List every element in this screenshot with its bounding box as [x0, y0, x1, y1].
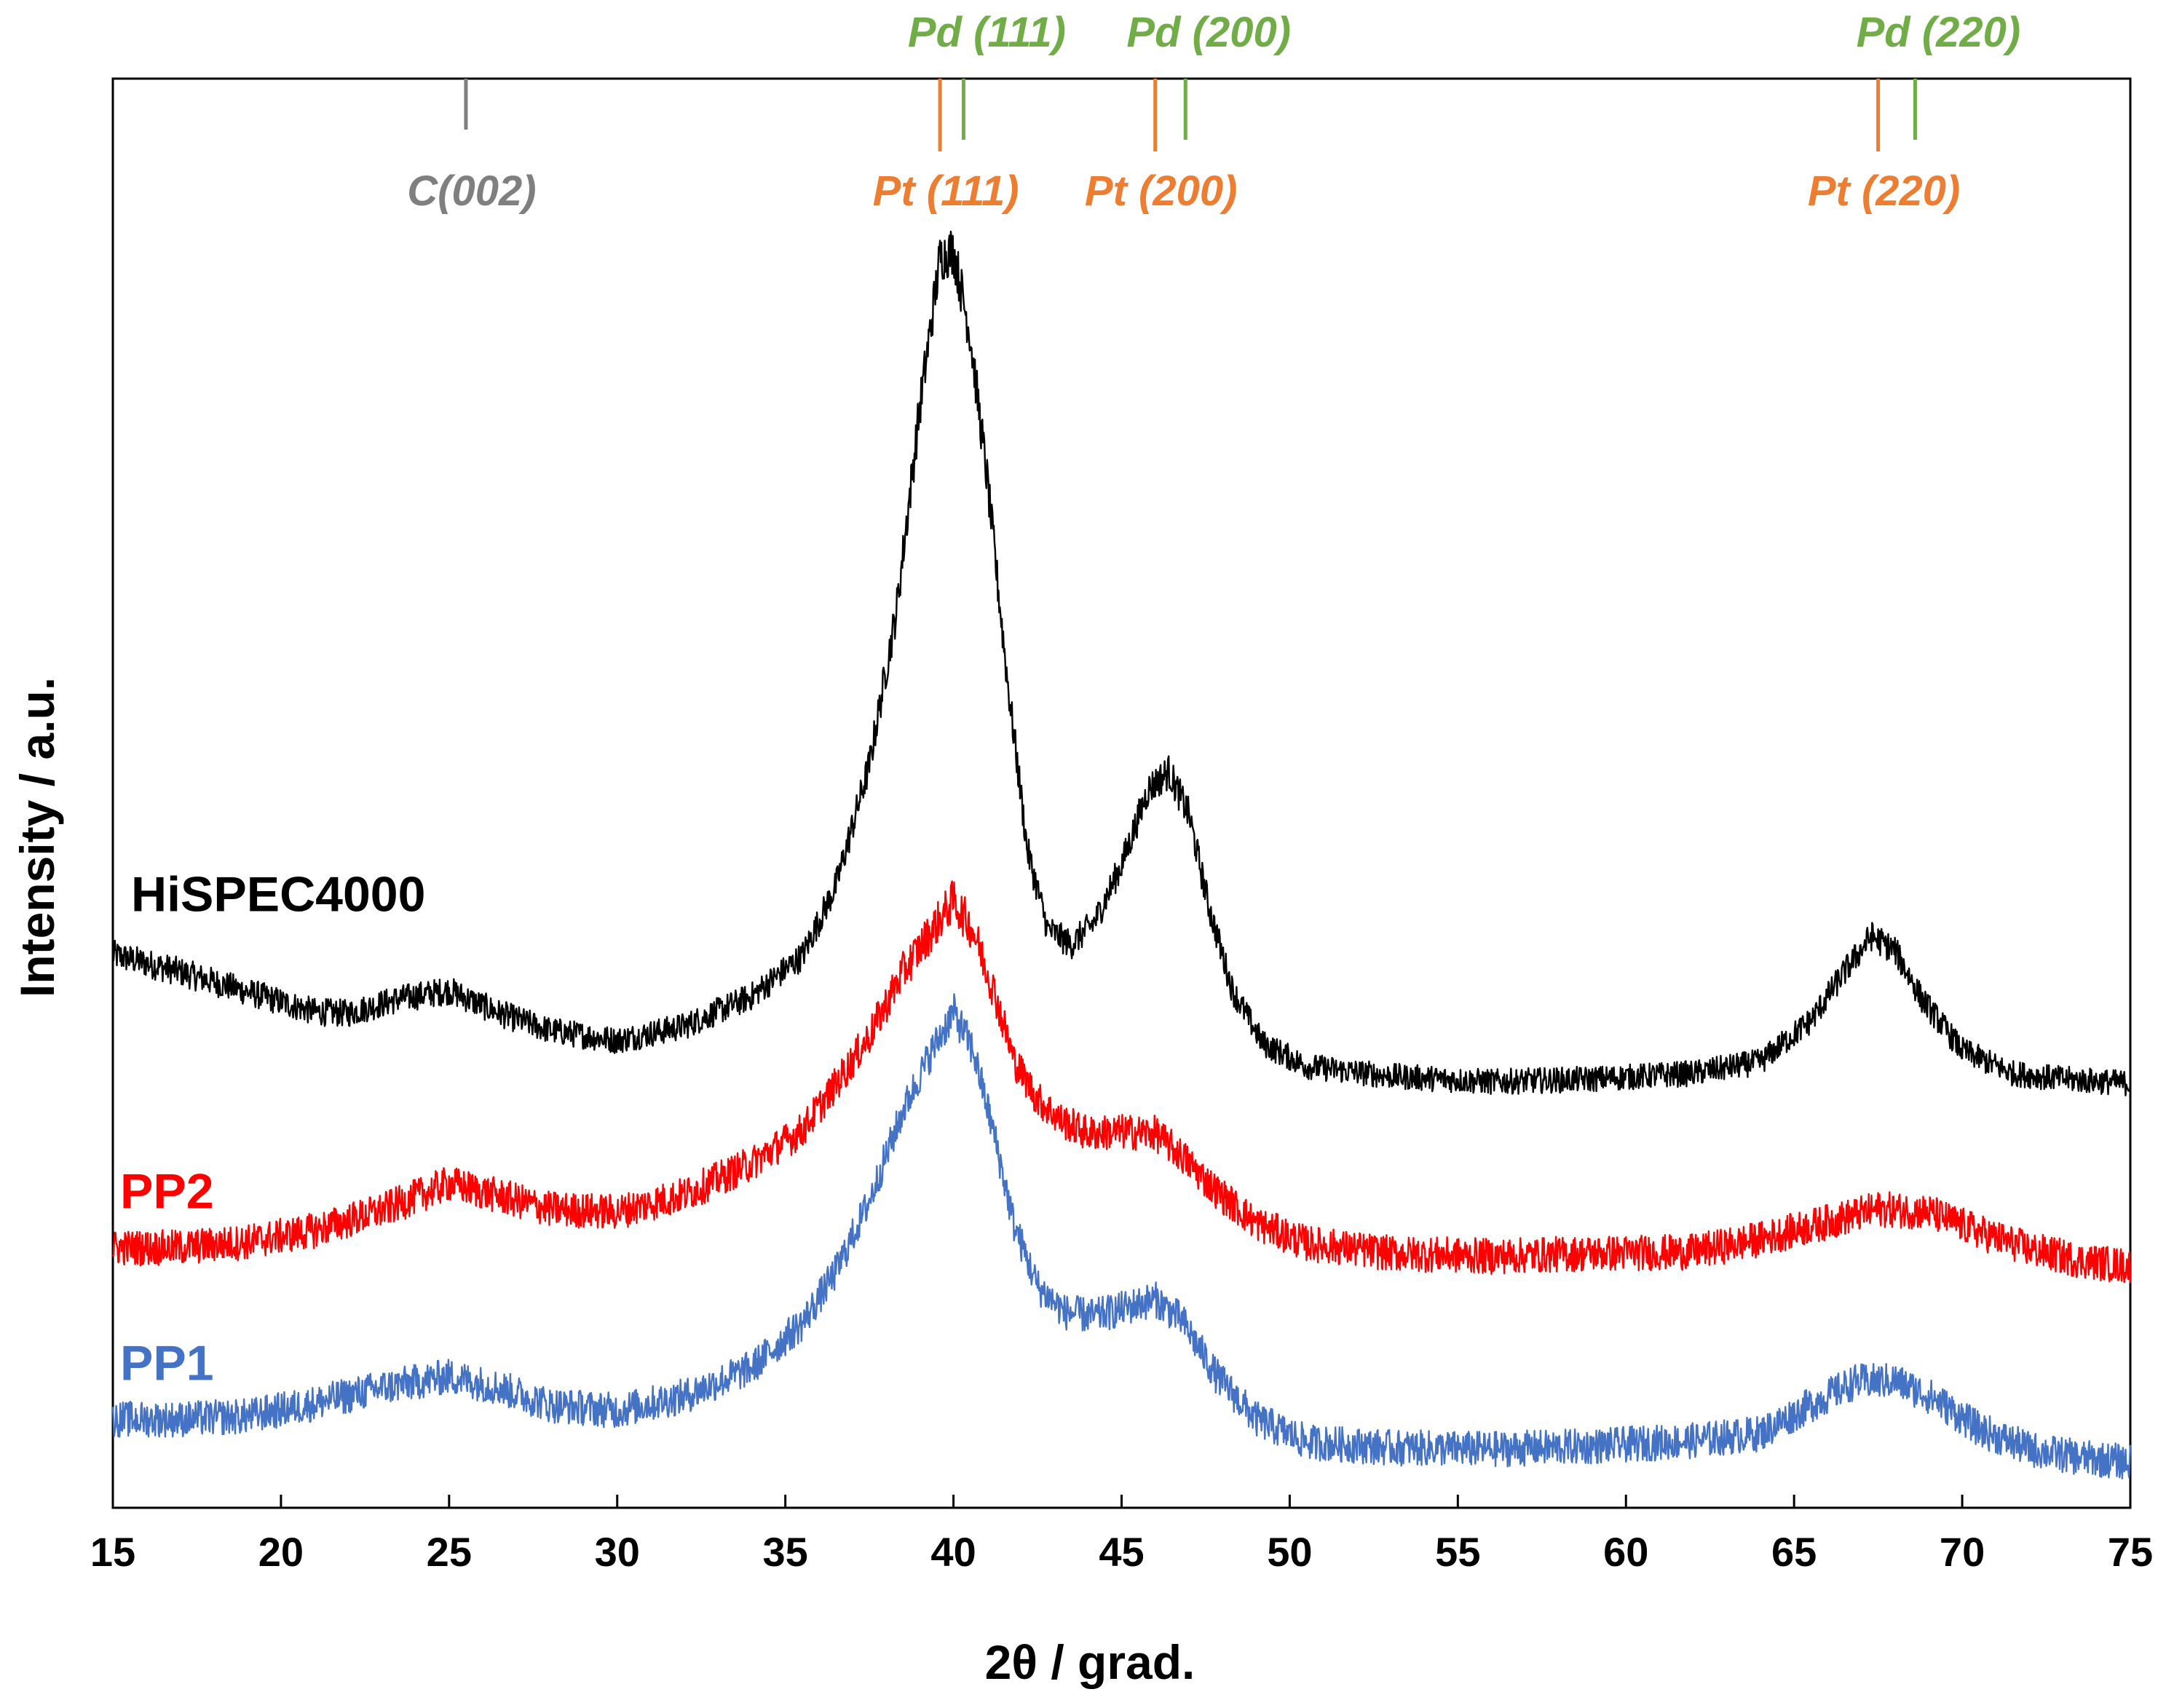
- series-label-pp2: PP2: [120, 1164, 214, 1219]
- x-tick-label: 15: [90, 1529, 135, 1575]
- series-label-hispec4000: HiSPEC4000: [131, 866, 425, 922]
- series-line-pp1: [111, 993, 2132, 1479]
- x-tick-label: 60: [1603, 1529, 1648, 1575]
- x-tick-label: 75: [2108, 1529, 2153, 1575]
- reference-label-c: C(002): [407, 167, 536, 215]
- x-tick-label: 65: [1771, 1529, 1817, 1575]
- series-label-pp1: PP1: [120, 1335, 214, 1391]
- x-tick-label: 40: [930, 1529, 976, 1575]
- x-tick-label: 50: [1267, 1529, 1312, 1575]
- reference-markers: C(002) Pt (111) Pd (111) Pt (200) Pd (200) Pt…: [407, 9, 2020, 215]
- series-labels: HiSPEC4000 PP2 PP1: [120, 866, 425, 1391]
- reference-label-pt: Pt (200): [1085, 167, 1238, 215]
- series-layer: [111, 230, 2132, 1479]
- x-axis-ticks: 15 20 25 30 35 40 45 50 55 60 65 70 75: [90, 1495, 2153, 1575]
- series-line-hispec4000: [111, 230, 2132, 1096]
- series-line-pp2: [111, 880, 2132, 1284]
- y-axis-title: Intensity / a.u.: [10, 677, 64, 997]
- x-tick-label: 30: [595, 1529, 640, 1575]
- x-tick-label: 25: [427, 1529, 472, 1575]
- reference-label-pt: Pt (220): [1808, 167, 1961, 215]
- x-tick-label: 35: [763, 1529, 808, 1575]
- reference-label-pd: Pd (220): [1857, 9, 2021, 56]
- x-tick-label: 55: [1435, 1529, 1480, 1575]
- x-tick-label: 70: [1940, 1529, 1985, 1575]
- x-tick-label: 45: [1099, 1529, 1144, 1575]
- x-axis-title: 2θ / grad.: [985, 1635, 1195, 1689]
- reference-label-pd: Pd (111): [908, 9, 1066, 56]
- x-tick-label: 20: [258, 1529, 304, 1575]
- reference-label-pt: Pt (111): [873, 167, 1019, 215]
- reference-label-pd: Pd (200): [1126, 9, 1291, 56]
